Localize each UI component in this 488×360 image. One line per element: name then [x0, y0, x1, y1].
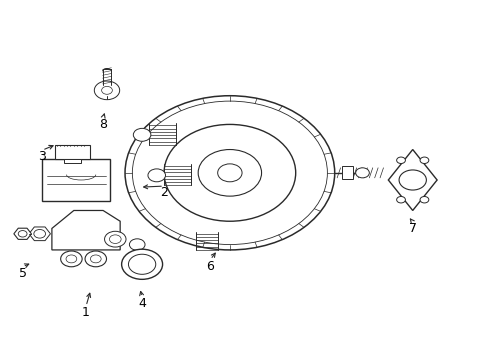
Circle shape	[355, 168, 368, 178]
Circle shape	[148, 169, 165, 182]
Circle shape	[122, 249, 162, 279]
Text: 1: 1	[82, 306, 90, 319]
Circle shape	[133, 129, 151, 141]
Circle shape	[102, 86, 112, 94]
Circle shape	[198, 149, 261, 196]
Circle shape	[34, 229, 45, 238]
Circle shape	[419, 157, 428, 163]
Polygon shape	[14, 228, 31, 239]
Circle shape	[217, 164, 242, 182]
Polygon shape	[42, 159, 110, 201]
Circle shape	[396, 197, 405, 203]
Circle shape	[125, 96, 334, 250]
Polygon shape	[29, 227, 50, 240]
Circle shape	[419, 197, 428, 203]
Polygon shape	[387, 149, 436, 211]
Circle shape	[163, 125, 295, 221]
Text: 2: 2	[160, 186, 168, 199]
Circle shape	[396, 157, 405, 163]
Circle shape	[128, 254, 156, 274]
Text: 6: 6	[206, 260, 214, 273]
Text: 4: 4	[138, 297, 146, 310]
Circle shape	[18, 230, 27, 237]
Circle shape	[90, 255, 101, 263]
Circle shape	[66, 255, 77, 263]
Bar	[341, 166, 352, 179]
Circle shape	[61, 251, 82, 267]
Circle shape	[85, 251, 106, 267]
Polygon shape	[52, 211, 120, 250]
Text: 7: 7	[408, 222, 416, 235]
Circle shape	[109, 235, 121, 243]
Circle shape	[104, 231, 126, 247]
Text: 8: 8	[99, 118, 107, 131]
Bar	[55, 145, 90, 159]
Text: 3: 3	[38, 150, 46, 163]
Circle shape	[94, 81, 120, 100]
Circle shape	[129, 239, 145, 250]
Text: 5: 5	[19, 267, 26, 280]
Circle shape	[398, 170, 426, 190]
Bar	[63, 159, 81, 163]
